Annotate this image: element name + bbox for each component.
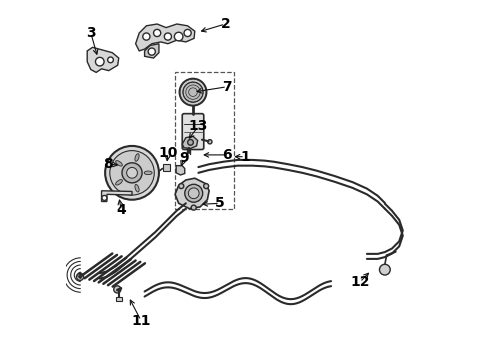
Circle shape — [96, 57, 104, 66]
Ellipse shape — [116, 161, 122, 166]
Text: 13: 13 — [189, 119, 208, 133]
Bar — [163, 164, 171, 171]
Circle shape — [76, 273, 84, 280]
Circle shape — [174, 32, 183, 41]
Circle shape — [108, 57, 113, 63]
Polygon shape — [101, 191, 132, 202]
Text: 12: 12 — [350, 275, 369, 289]
FancyBboxPatch shape — [182, 114, 204, 149]
Bar — [175, 72, 234, 209]
Text: 1: 1 — [240, 150, 250, 164]
Circle shape — [102, 195, 107, 201]
Polygon shape — [182, 136, 197, 148]
Text: 5: 5 — [215, 196, 225, 210]
Polygon shape — [176, 166, 185, 175]
Ellipse shape — [135, 154, 139, 161]
Text: 8: 8 — [103, 157, 113, 171]
Polygon shape — [136, 24, 195, 51]
Circle shape — [179, 78, 207, 106]
Circle shape — [143, 33, 150, 40]
Ellipse shape — [116, 180, 122, 185]
Ellipse shape — [135, 184, 139, 192]
Circle shape — [208, 140, 212, 144]
Circle shape — [164, 33, 171, 40]
Bar — [116, 297, 122, 301]
Circle shape — [183, 82, 203, 102]
Text: 6: 6 — [222, 148, 232, 162]
Circle shape — [379, 264, 390, 275]
Circle shape — [105, 146, 159, 200]
Text: 10: 10 — [158, 146, 177, 160]
Circle shape — [179, 184, 184, 189]
Circle shape — [204, 184, 209, 189]
Ellipse shape — [144, 171, 152, 175]
Circle shape — [153, 30, 161, 37]
Circle shape — [110, 150, 154, 195]
Polygon shape — [175, 178, 209, 209]
Text: 3: 3 — [86, 26, 96, 40]
Circle shape — [185, 184, 203, 202]
Circle shape — [191, 205, 196, 210]
Circle shape — [126, 167, 137, 178]
Circle shape — [122, 163, 142, 183]
Text: 4: 4 — [117, 203, 126, 217]
Circle shape — [114, 286, 121, 293]
Circle shape — [188, 188, 199, 199]
Circle shape — [148, 48, 155, 55]
Circle shape — [188, 139, 194, 145]
Text: 11: 11 — [131, 314, 151, 328]
Polygon shape — [87, 47, 119, 72]
Circle shape — [184, 30, 191, 37]
Polygon shape — [145, 44, 159, 58]
Text: 7: 7 — [222, 80, 232, 94]
Text: 9: 9 — [179, 152, 189, 166]
Text: 2: 2 — [220, 17, 230, 31]
